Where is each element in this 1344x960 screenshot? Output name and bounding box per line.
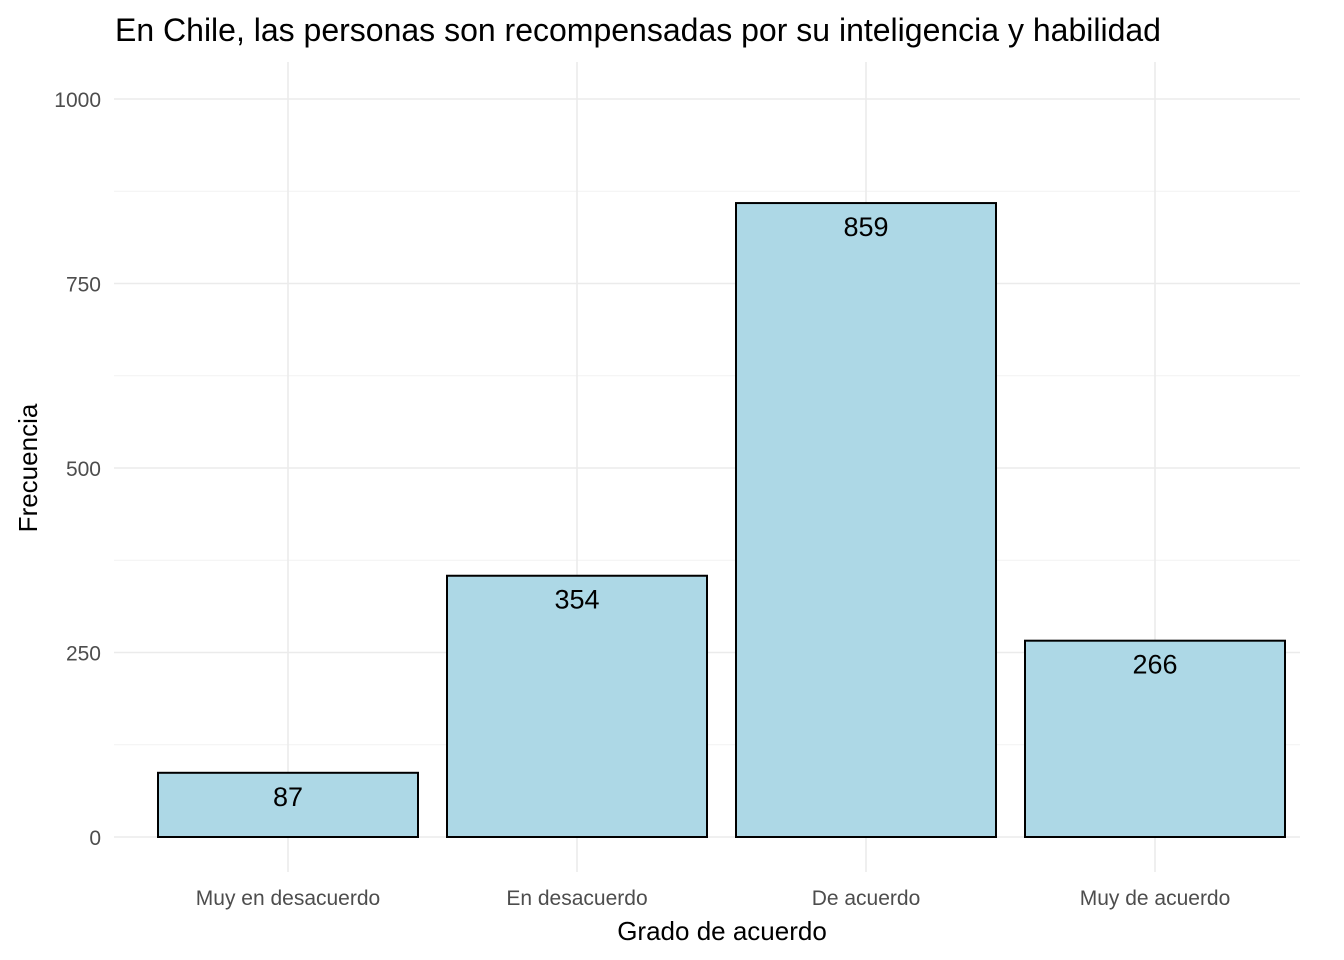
y-tick-label: 500 — [66, 458, 101, 481]
bar — [446, 574, 708, 838]
x-tick-label: Muy en desacuerdo — [196, 887, 380, 910]
bar — [735, 202, 997, 839]
x-axis-ticks: Muy en desacuerdo En desacuerdo De acuerdo… — [196, 887, 1231, 910]
bars — [157, 202, 1286, 839]
bar — [1024, 639, 1286, 839]
bar-value-label: 859 — [843, 212, 888, 242]
y-axis-ticks: 0 250 500 750 1000 — [54, 89, 101, 850]
bar-value-label: 354 — [554, 585, 599, 615]
bar — [157, 771, 419, 839]
x-tick-label: Muy de acuerdo — [1080, 887, 1231, 910]
y-axis-title: Frecuencia — [13, 403, 43, 532]
x-axis-title: Grado de acuerdo — [617, 916, 827, 946]
chart-title: En Chile, las personas son recompensadas… — [115, 12, 1161, 48]
y-tick-label: 1000 — [54, 89, 101, 112]
x-tick-label: De acuerdo — [812, 887, 921, 910]
data-labels: 87 354 859 266 — [273, 212, 1178, 812]
bar-value-label: 87 — [273, 782, 303, 812]
x-tick-label: En desacuerdo — [506, 887, 647, 910]
y-tick-label: 250 — [66, 643, 101, 666]
y-tick-label: 750 — [66, 274, 101, 297]
y-tick-label: 0 — [89, 827, 101, 850]
bar-value-label: 266 — [1132, 650, 1177, 680]
